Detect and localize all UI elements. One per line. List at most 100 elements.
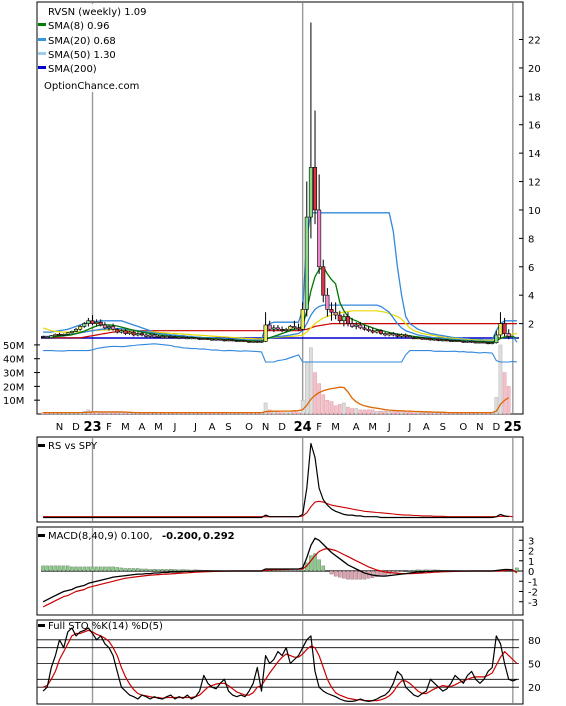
volume-tick-label: 50M	[3, 341, 24, 352]
macd-hist-bar	[74, 566, 78, 572]
volume-bar	[329, 401, 334, 415]
price-tick-label: 14	[528, 149, 541, 160]
month-tick-label: D	[492, 422, 500, 433]
month-tick-label: D	[278, 422, 286, 433]
macd-hist-bar	[127, 568, 132, 572]
price-tick-label: 10	[528, 206, 541, 217]
volume-bar	[123, 412, 128, 415]
price-tick-label: 20	[528, 64, 541, 75]
macd-hist-bar	[424, 569, 429, 572]
candle-body	[259, 341, 264, 343]
macd-hist-bar	[329, 570, 334, 575]
macd-tick-label: 0	[528, 567, 534, 578]
volume-bar	[350, 408, 354, 415]
macd-hist-bar	[61, 565, 66, 572]
sto-k-line	[42, 627, 518, 703]
candle-body	[436, 338, 441, 341]
candle-body	[362, 327, 367, 330]
volume-bar	[309, 347, 313, 415]
candle-body	[82, 323, 87, 327]
volume-bar	[300, 399, 305, 415]
candle-body	[251, 341, 256, 343]
volume-bar	[416, 412, 420, 415]
macd-hist-bar	[177, 569, 181, 572]
volume-bar	[41, 412, 45, 415]
macd-legend-swatch	[38, 534, 45, 537]
volume-bar	[115, 412, 120, 415]
legend-background	[39, 4, 151, 92]
month-tick-label: A	[423, 422, 430, 433]
volume-average-line	[43, 386, 510, 414]
candle-body	[131, 331, 136, 336]
candle-body	[399, 334, 404, 337]
candle-body	[469, 341, 474, 343]
volume-bar	[502, 372, 507, 415]
candle-body	[205, 338, 210, 340]
candle-body	[465, 341, 470, 343]
month-tick-label: M	[368, 422, 377, 433]
candle-body	[275, 327, 280, 330]
macd-hist-bar	[131, 568, 136, 572]
candle-body	[506, 333, 511, 337]
candle-body	[481, 341, 486, 344]
candle-body	[486, 342, 491, 345]
volume-tick-label: 20M	[3, 382, 24, 393]
macd-hist-bar	[82, 566, 87, 572]
price-tick-label: 12	[528, 178, 541, 189]
candle-body	[61, 333, 66, 336]
rs-legend-swatch	[38, 444, 45, 447]
month-tick-label: M	[121, 422, 130, 433]
macd-hist-bar	[515, 567, 519, 572]
candle-body	[255, 341, 260, 343]
macd-hist-bar	[280, 570, 284, 572]
candle-body	[358, 324, 363, 329]
month-tick-label: D	[72, 422, 80, 433]
sma50-line	[42, 310, 518, 341]
candle-body	[313, 167, 318, 211]
sto-chart-title: Full STO %K(14) %D(5)	[48, 621, 163, 632]
candle-body	[135, 333, 140, 336]
macd-hist-bar	[164, 569, 169, 572]
macd-hist-bar	[41, 565, 45, 572]
candle-body	[152, 334, 157, 338]
candle-body	[420, 337, 425, 340]
candle-body	[284, 328, 289, 331]
year-tick-label: 25	[504, 420, 522, 435]
macd-hist-bar	[181, 569, 185, 572]
macd-hist-bar	[350, 570, 354, 580]
volume-tick-label: 30M	[3, 369, 24, 380]
macd-hist-bar	[300, 569, 305, 572]
legend-swatch-sma8	[38, 23, 46, 26]
volume-bar	[383, 411, 387, 415]
volume-bar	[366, 409, 371, 415]
month-tick-label: O	[459, 422, 467, 433]
candle-body	[280, 328, 285, 331]
volume-bar	[395, 411, 400, 415]
sto-tick-label: 50	[528, 660, 541, 671]
volume-tick-label: 40M	[3, 355, 24, 366]
volume-bar	[399, 411, 404, 415]
macd-hist-bar	[144, 568, 148, 572]
macd-tick-label: -1	[528, 577, 538, 588]
candle-body	[201, 338, 206, 340]
macd-hist-bar	[111, 566, 115, 572]
candle-body	[370, 330, 375, 333]
legend-swatch-sma20	[38, 38, 46, 41]
price-tick-label: 2	[528, 320, 534, 331]
macd-hist-bar	[45, 565, 49, 572]
year-tick-label: 24	[294, 420, 312, 435]
legend-swatch-sma200	[38, 66, 46, 69]
year-tick-label: 23	[83, 420, 101, 435]
macd-hist-bar	[321, 565, 326, 572]
month-tick-label: A	[353, 422, 360, 433]
rs-chart-title: RS vs SPY	[48, 441, 98, 452]
price-legend: RVSN (weekly) 1.09 SMA(8) 0.96 SMA(20) 0…	[38, 4, 151, 92]
month-tick-label: F	[106, 422, 112, 433]
candle-body	[222, 339, 227, 342]
macd-hist-bar	[49, 565, 54, 572]
macd-hist-bar	[383, 570, 387, 576]
macd-hist-bar	[354, 570, 358, 580]
candle-body	[350, 323, 355, 327]
